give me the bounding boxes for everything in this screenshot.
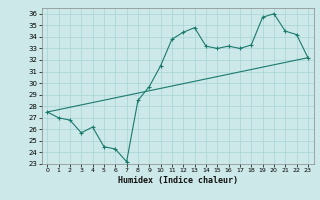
X-axis label: Humidex (Indice chaleur): Humidex (Indice chaleur) — [118, 176, 237, 185]
